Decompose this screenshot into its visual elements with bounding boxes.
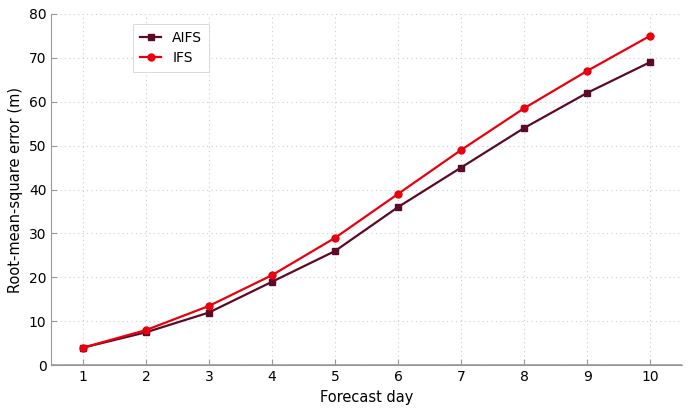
IFS: [646, 33, 654, 38]
IFS: [457, 147, 465, 152]
Y-axis label: Root-mean-square error (m): Root-mean-square error (m): [8, 87, 23, 292]
AIFS: [205, 310, 213, 315]
AIFS: [457, 165, 465, 170]
IFS: [141, 328, 150, 332]
AIFS: [520, 126, 529, 131]
X-axis label: Forecast day: Forecast day: [320, 390, 413, 405]
IFS: [331, 235, 339, 240]
AIFS: [583, 90, 591, 95]
IFS: [583, 69, 591, 74]
IFS: [268, 273, 276, 278]
IFS: [205, 304, 213, 309]
Line: AIFS: AIFS: [79, 59, 653, 351]
IFS: [520, 106, 529, 111]
Line: IFS: IFS: [79, 32, 653, 351]
IFS: [79, 345, 87, 350]
AIFS: [268, 279, 276, 284]
AIFS: [79, 345, 87, 350]
AIFS: [331, 249, 339, 254]
Legend: AIFS, IFS: AIFS, IFS: [133, 24, 209, 72]
AIFS: [646, 59, 654, 64]
AIFS: [141, 330, 150, 335]
IFS: [394, 192, 402, 197]
AIFS: [394, 204, 402, 209]
